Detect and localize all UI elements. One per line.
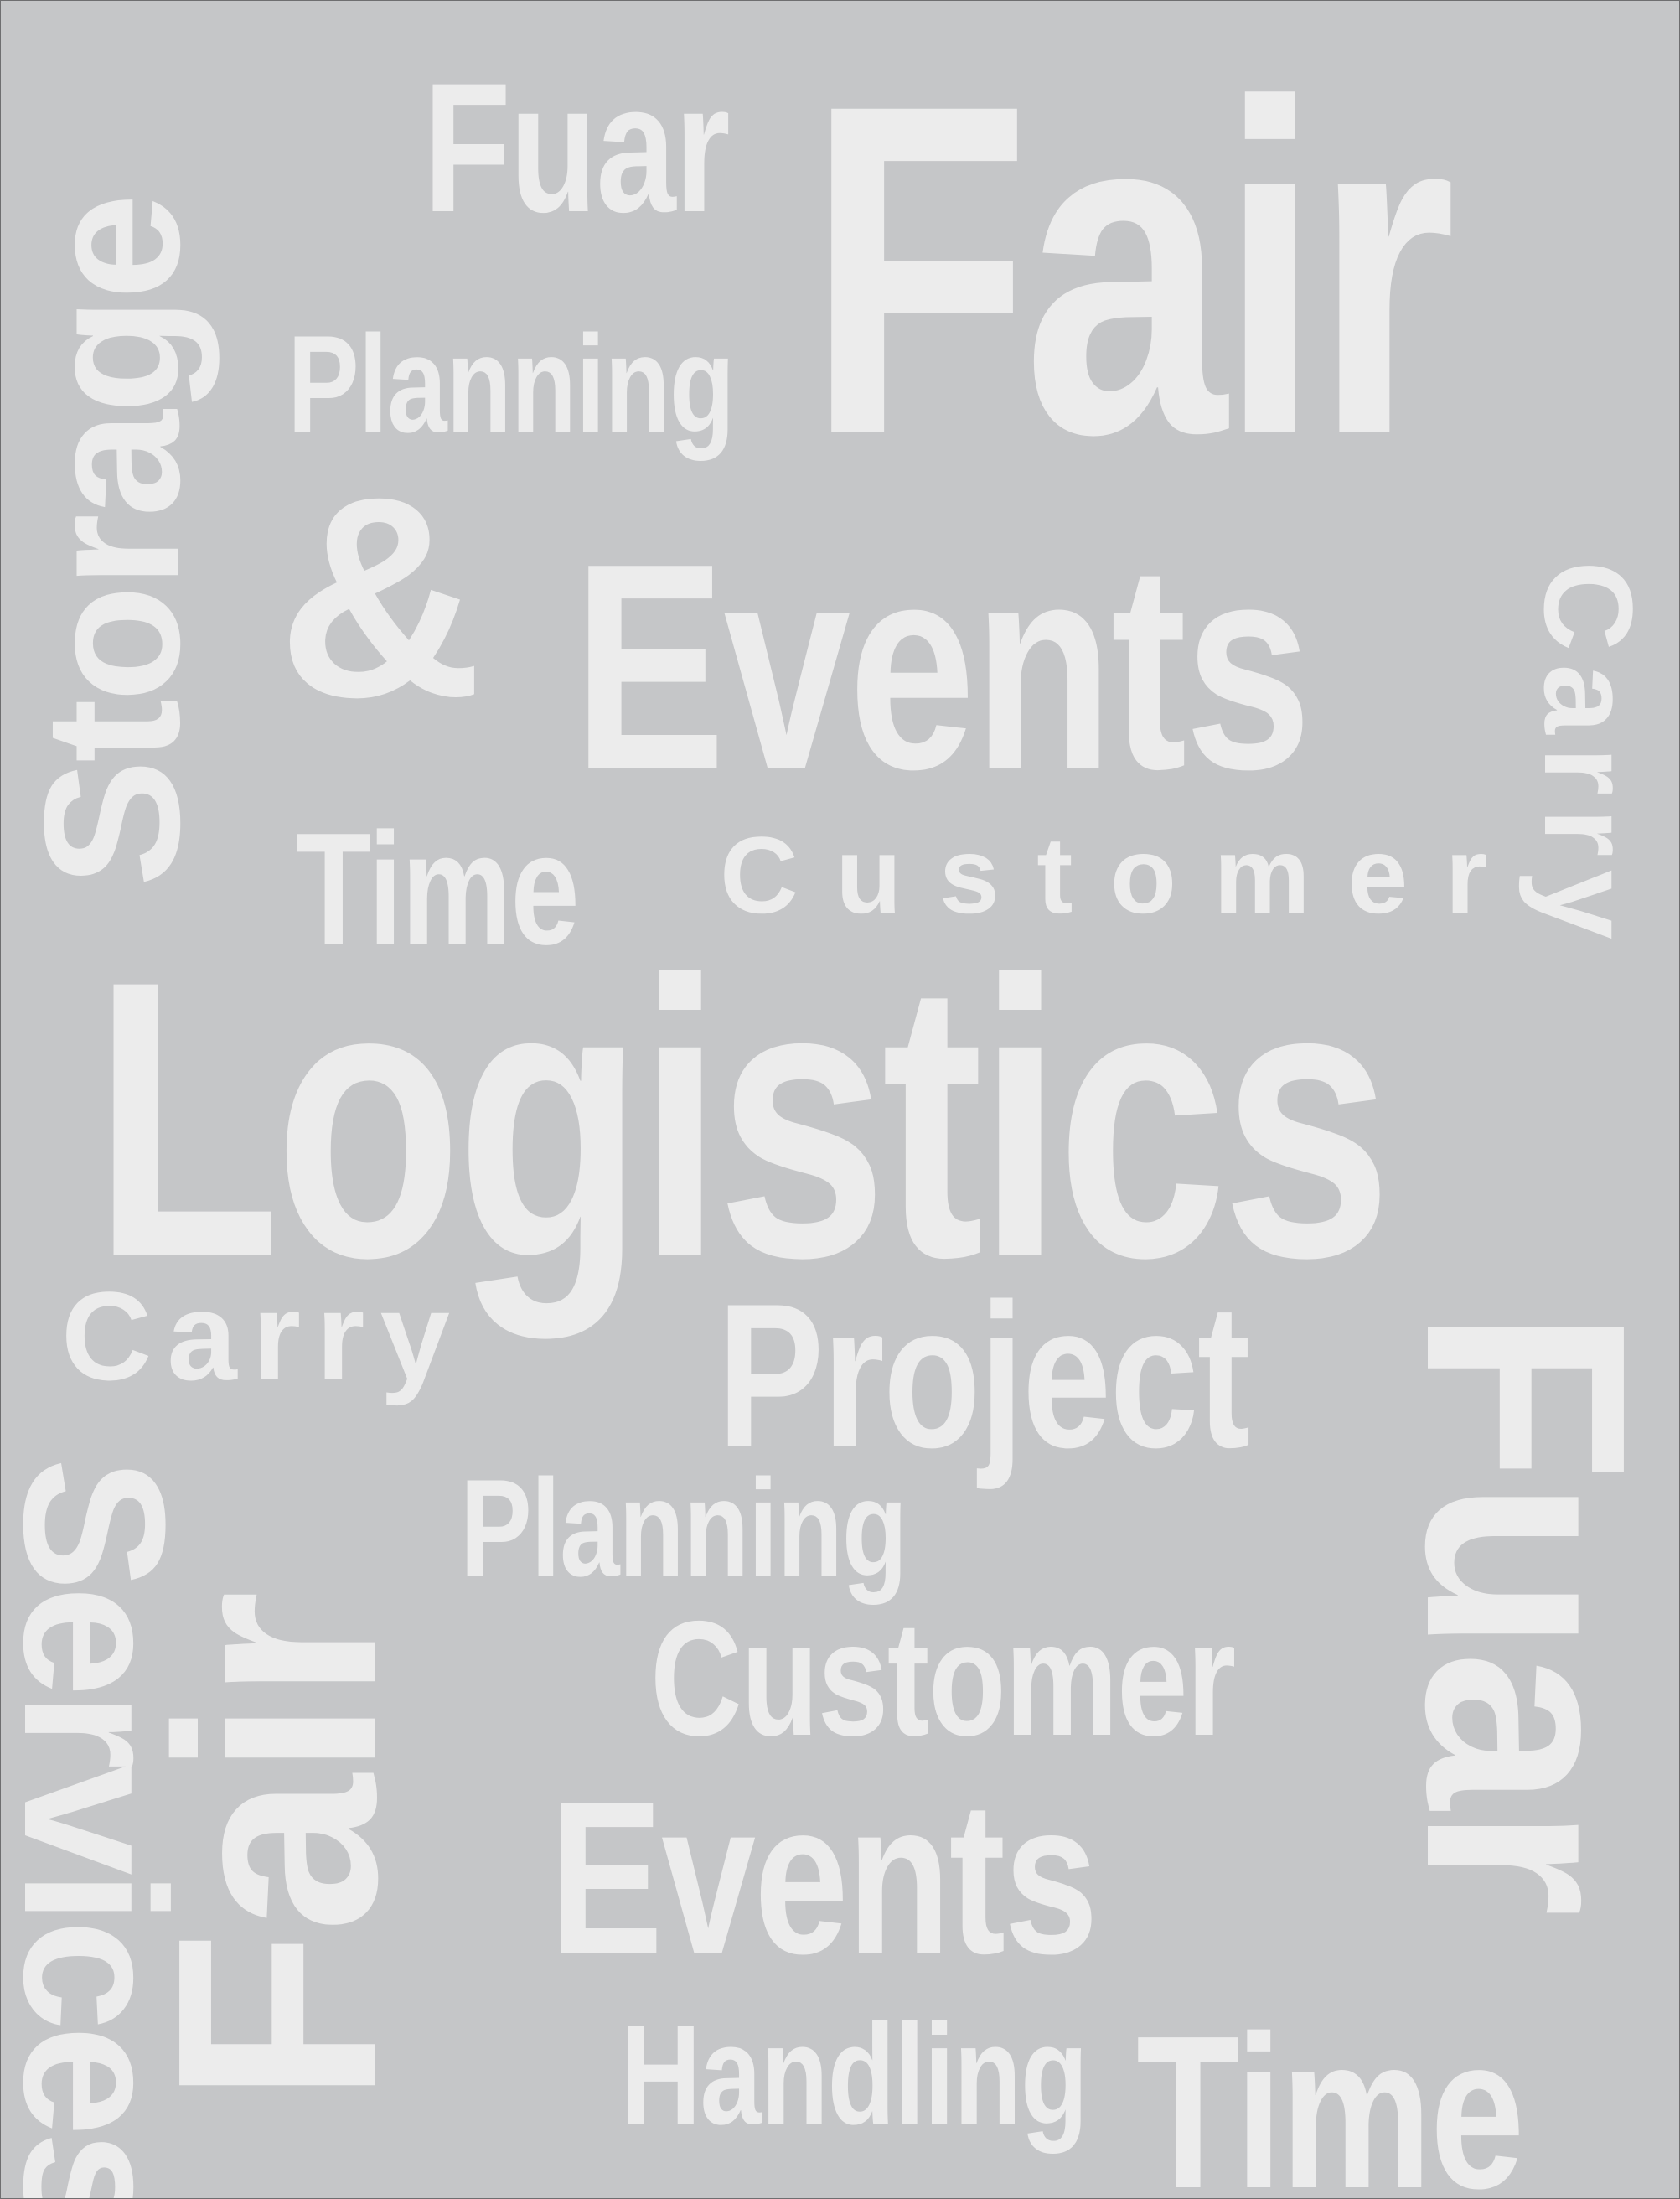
- word-carry-mid: Carry: [61, 1265, 465, 1406]
- word-fuar-right: Fuar: [1367, 1308, 1680, 1915]
- word-project: Project: [717, 1260, 1250, 1490]
- word-services: Services: [0, 1457, 207, 2199]
- word-planning-mid: Planning: [460, 1451, 907, 1605]
- word-handling: Handling: [621, 1995, 1088, 2155]
- word-customer-mid: Customer: [650, 1587, 1236, 1770]
- word-planning-top: Planning: [287, 307, 735, 461]
- word-logistics: Logistics: [93, 899, 1393, 1339]
- word-customer-top: Customer: [720, 814, 1525, 936]
- word-fair-top: Fair: [807, 7, 1456, 531]
- word-fuar-top: Fuar: [423, 44, 731, 251]
- word-events-top: Events: [573, 503, 1312, 830]
- word-events-bottom: Events: [550, 1757, 1098, 2000]
- word-storage: Storage: [4, 196, 220, 887]
- word-ampersand: &: [277, 438, 483, 757]
- word-time-top: Time: [296, 800, 580, 978]
- word-carry-right: Carry: [1518, 561, 1659, 952]
- word-time-bottom: Time: [1136, 1991, 1525, 2199]
